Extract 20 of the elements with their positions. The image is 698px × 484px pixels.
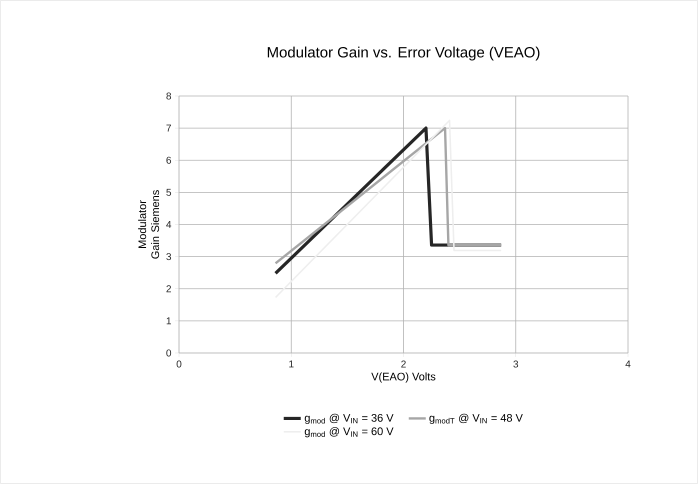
legend-label: g$_{mod}$ @ V$_{IN}$ = 60 V <box>304 427 394 438</box>
y-tick-label: 3 <box>166 253 172 260</box>
legend-label: g$_{modT}$ @ V$_{IN}$ = 48 V <box>429 414 523 424</box>
y-tick-label: 7 <box>166 124 171 132</box>
x-tick-label: 2 <box>401 360 406 368</box>
chart-title: Modulator Gain vs. Error Voltage (VEAO) <box>268 46 540 60</box>
y-tick-label: 2 <box>166 285 171 292</box>
y-tick-label: 6 <box>166 156 172 164</box>
y-axis-title: Modulator Gain Siemens <box>138 190 160 259</box>
legend-label: g$_{mod}$ @ V$_{IN}$ = 36 V <box>304 414 394 424</box>
x-tick-label: 4 <box>625 360 630 368</box>
x-tick-label: 1 <box>289 360 294 368</box>
y-tick-label: 1 <box>166 317 172 324</box>
x-tick-label: 0 <box>176 360 182 368</box>
y-tick-label: 4 <box>166 221 172 228</box>
x-tick-label: 3 <box>513 360 518 368</box>
y-tick-label: 0 <box>166 349 172 357</box>
y-tick-label: 5 <box>166 188 172 196</box>
x-axis-title: V(EAO) Volts <box>371 372 436 383</box>
y-tick-label: 8 <box>166 92 172 100</box>
